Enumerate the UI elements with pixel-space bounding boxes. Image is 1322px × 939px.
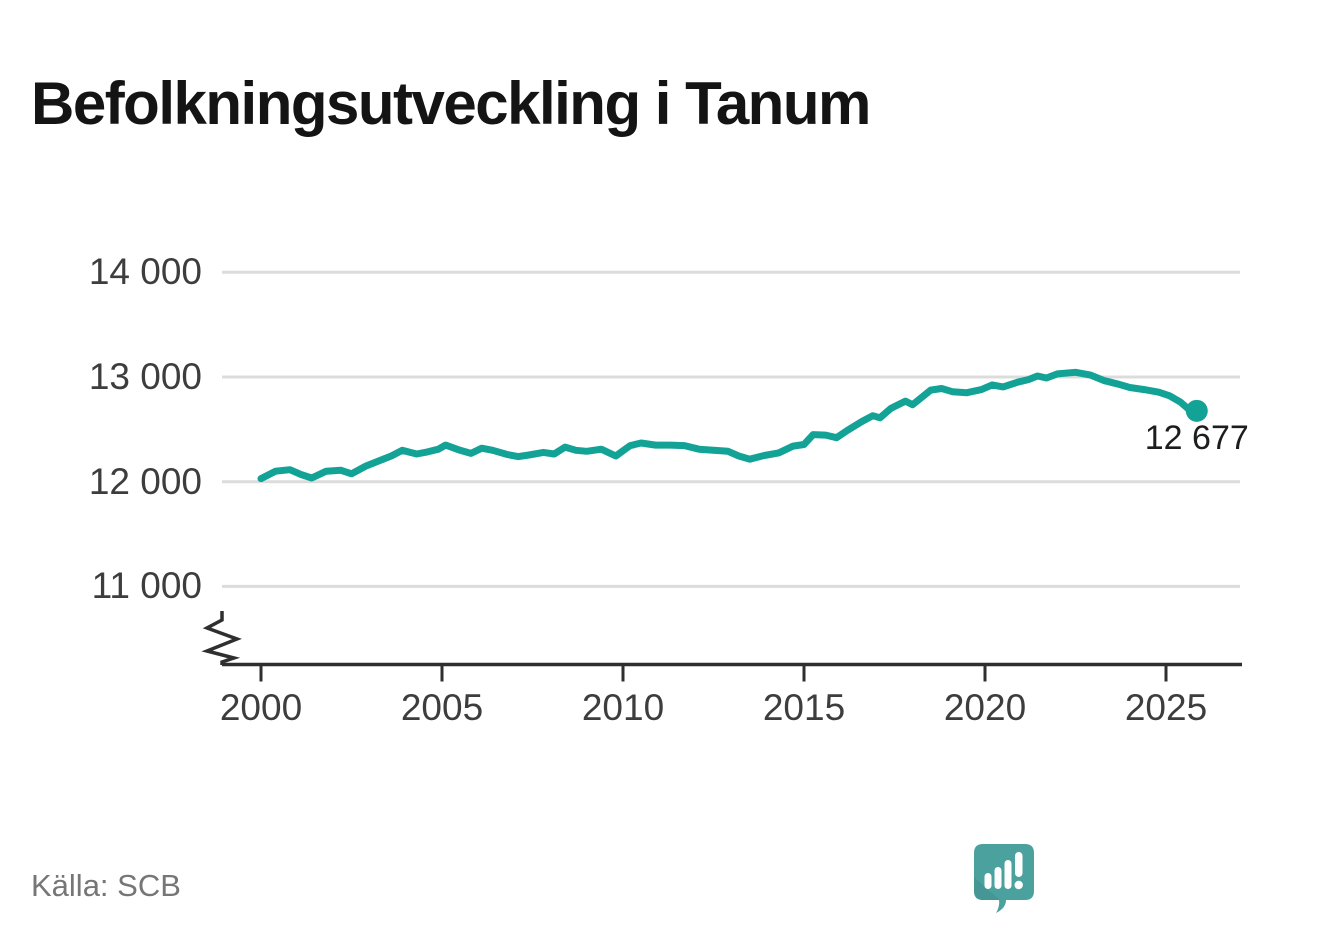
x-tick-label: 2015 bbox=[762, 687, 846, 728]
x-tick-label: 2010 bbox=[581, 687, 665, 728]
newsworthy-brand: Newsworthy bbox=[972, 842, 1292, 918]
chart-title: Befolkningsutveckling i Tanum bbox=[31, 70, 871, 138]
axis-break-zigzag bbox=[201, 611, 242, 665]
x-tick-label: 2000 bbox=[219, 687, 303, 728]
last-point-marker bbox=[1185, 399, 1208, 422]
x-tick-label: 2020 bbox=[943, 687, 1027, 728]
last-value-label: 12 677 bbox=[1144, 418, 1249, 457]
y-tick-label: 12 000 bbox=[88, 460, 202, 502]
newsworthy-logo-icon bbox=[974, 844, 1034, 913]
population-line-series bbox=[257, 368, 1208, 483]
x-tick-label: 2005 bbox=[400, 687, 484, 728]
y-axis-break-icon bbox=[201, 611, 242, 665]
y-tick-label: 11 000 bbox=[91, 565, 202, 607]
x-axis bbox=[222, 662, 1242, 682]
gridlines bbox=[222, 270, 1240, 588]
x-tick-label: 2025 bbox=[1124, 687, 1208, 728]
line-series-path bbox=[257, 368, 1201, 483]
y-tick-label: 13 000 bbox=[88, 356, 202, 397]
y-tick-label: 14 000 bbox=[88, 251, 202, 293]
source-label: Källa: SCB bbox=[31, 868, 181, 903]
